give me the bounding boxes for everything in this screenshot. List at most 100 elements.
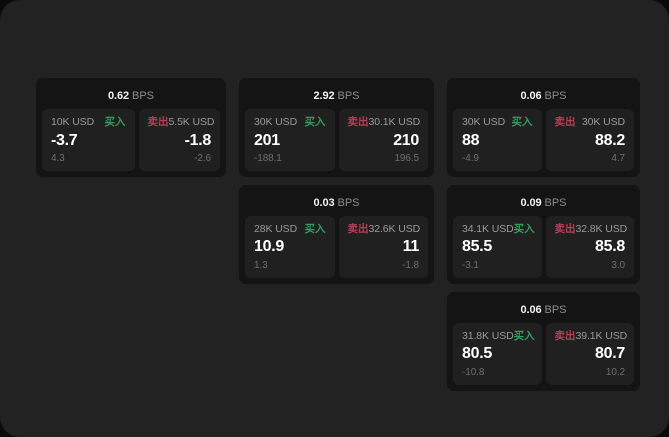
buy-size-label: 34.1K USD xyxy=(462,222,514,235)
sell-price: 88.2 xyxy=(595,131,625,149)
panel-header-row: 卖出 30K USD xyxy=(554,116,626,129)
sell-panel[interactable]: 卖出 32.8K USD 85.8 3.0 xyxy=(545,215,634,278)
panel-header-row: 31.8K USD 买入 xyxy=(462,329,535,343)
buy-side-tag: 买入 xyxy=(513,222,535,235)
buy-price: 201 xyxy=(254,131,280,149)
sell-panel[interactable]: 卖出 39.1K USD 80.7 10.2 xyxy=(545,322,634,385)
panel-row: 10K USD 买入 -3.7 4.3 卖出 5.5K USD -1.8 -2.6 xyxy=(42,109,220,171)
card-header: 0.06 BPS xyxy=(453,298,634,323)
sell-delta: 4.7 xyxy=(611,152,625,164)
spread-card[interactable]: 0.09 BPS 34.1K USD 买入 85.5 -3.1 卖出 32.8K USD 85.… xyxy=(447,184,640,284)
bps-unit-label: BPS xyxy=(544,196,567,209)
buy-price: -3.7 xyxy=(51,131,78,149)
sell-price: 85.8 xyxy=(595,238,625,256)
sell-side-tag: 卖出 xyxy=(554,329,576,342)
buy-delta: -188.1 xyxy=(254,152,282,164)
buy-size-label: 30K USD xyxy=(254,116,298,128)
spread-card-column: 0.06 BPS 30K USD 买入 88 -4.9 卖出 30K USD 88.2 4.7 0.… xyxy=(447,78,640,391)
sell-price: -1.8 xyxy=(184,131,212,149)
sell-panel[interactable]: 卖出 5.5K USD -1.8 -2.6 xyxy=(138,109,220,171)
sell-price: 11 xyxy=(402,238,420,256)
buy-size-label: 10K USD xyxy=(51,116,95,128)
bps-value: 0.06 xyxy=(520,90,542,102)
buy-panel[interactable]: 31.8K USD 买入 80.5 -10.8 xyxy=(453,322,542,385)
panel-header-row: 30K USD 买入 xyxy=(254,116,326,129)
spread-card[interactable]: 0.62 BPS 10K USD 买入 -3.7 4.3 卖出 5.5K USD -1.8 -2.… xyxy=(36,78,226,177)
bps-unit-label: BPS xyxy=(337,196,360,209)
buy-panel[interactable]: 28K USD 买入 10.9 1.3 xyxy=(245,215,335,278)
card-header: 2.92 BPS xyxy=(245,84,428,109)
bps-value: 0.03 xyxy=(313,196,335,209)
spread-card-column: 0.62 BPS 10K USD 买入 -3.7 4.3 卖出 5.5K USD -1.8 -2.… xyxy=(36,78,226,177)
buy-side-tag: 买入 xyxy=(513,329,535,342)
panel-header-row: 34.1K USD 买入 xyxy=(462,222,535,236)
sell-panel[interactable]: 卖出 30K USD 88.2 4.7 xyxy=(545,109,634,171)
sell-size-label: 30.1K USD xyxy=(368,116,421,128)
buy-delta: -3.1 xyxy=(462,259,479,271)
sell-side-tag: 卖出 xyxy=(554,222,576,235)
buy-panel[interactable]: 30K USD 买入 88 -4.9 xyxy=(453,109,542,171)
sell-size-label: 30K USD xyxy=(581,116,625,128)
card-header: 0.09 BPS xyxy=(453,191,634,216)
buy-delta: -4.9 xyxy=(462,152,479,164)
buy-size-label: 30K USD xyxy=(462,116,506,128)
spread-card[interactable]: 2.92 BPS 30K USD 买入 201 -188.1 卖出 30.1K USD 210 1… xyxy=(239,78,434,177)
sell-size-label: 32.6K USD xyxy=(368,222,421,235)
buy-size-label: 28K USD xyxy=(254,222,298,235)
sell-size-label: 5.5K USD xyxy=(168,116,215,128)
sell-size-label: 39.1K USD xyxy=(575,329,628,342)
bps-value: 2.92 xyxy=(313,90,335,102)
buy-delta: 1.3 xyxy=(254,259,268,271)
buy-side-tag: 买入 xyxy=(104,116,126,128)
buy-side-tag: 买入 xyxy=(511,116,533,128)
panel-row: 31.8K USD 买入 80.5 -10.8 卖出 39.1K USD 80.7 10.2 xyxy=(453,322,634,385)
buy-side-tag: 买入 xyxy=(304,116,326,128)
spread-card[interactable]: 0.03 BPS 28K USD 买入 10.9 1.3 卖出 32.6K USD 11 -1.8 xyxy=(239,184,434,284)
bps-value: 0.09 xyxy=(520,196,542,209)
buy-panel[interactable]: 10K USD 买入 -3.7 4.3 xyxy=(42,109,135,171)
panel-header-row: 卖出 5.5K USD xyxy=(148,116,215,129)
buy-delta: -10.8 xyxy=(462,366,485,378)
buy-price: 80.5 xyxy=(462,345,492,363)
sell-delta: 3.0 xyxy=(611,259,625,271)
panel-header-row: 30K USD 买入 xyxy=(462,116,533,129)
bps-unit-label: BPS xyxy=(544,303,567,316)
bps-unit-label: BPS xyxy=(132,90,155,102)
sell-side-tag: 卖出 xyxy=(347,222,369,235)
bps-unit-label: BPS xyxy=(544,90,567,102)
buy-price: 10.9 xyxy=(254,238,284,256)
panel-header-row: 卖出 32.8K USD xyxy=(554,222,628,236)
sell-price: 210 xyxy=(393,131,419,149)
card-header: 0.03 BPS xyxy=(245,191,428,216)
buy-price: 85.5 xyxy=(462,238,492,256)
panel-header-row: 卖出 30.1K USD xyxy=(347,116,421,129)
buy-panel[interactable]: 30K USD 买入 201 -188.1 xyxy=(245,109,335,171)
panel-header-row: 卖出 39.1K USD xyxy=(554,329,628,343)
panel-row: 28K USD 买入 10.9 1.3 卖出 32.6K USD 11 -1.8 xyxy=(245,215,428,278)
panel-header-row: 卖出 32.6K USD xyxy=(347,222,421,236)
spread-card[interactable]: 0.06 BPS 30K USD 买入 88 -4.9 卖出 30K USD 88.2 4.7 xyxy=(447,78,640,177)
bps-value: 0.06 xyxy=(520,303,542,316)
panel-row: 30K USD 买入 88 -4.9 卖出 30K USD 88.2 4.7 xyxy=(453,109,634,171)
sell-side-tag: 卖出 xyxy=(554,116,576,128)
buy-side-tag: 买入 xyxy=(304,222,326,235)
panel-row: 34.1K USD 买入 85.5 -3.1 卖出 32.8K USD 85.8 3.0 xyxy=(453,215,634,278)
sell-price: 80.7 xyxy=(595,345,625,363)
sell-delta: -2.6 xyxy=(194,152,211,164)
buy-price: 88 xyxy=(462,131,480,149)
sell-delta: -1.8 xyxy=(402,259,419,271)
buy-size-label: 31.8K USD xyxy=(462,329,514,342)
sell-panel[interactable]: 卖出 32.6K USD 11 -1.8 xyxy=(338,215,428,278)
buy-panel[interactable]: 34.1K USD 买入 85.5 -3.1 xyxy=(453,215,542,278)
sell-side-tag: 卖出 xyxy=(347,116,369,128)
spread-card-column: 2.92 BPS 30K USD 买入 201 -188.1 卖出 30.1K USD 210 1… xyxy=(239,78,434,284)
panel-header-row: 28K USD 买入 xyxy=(254,222,326,236)
panel-header-row: 10K USD 买入 xyxy=(51,116,126,129)
sell-panel[interactable]: 卖出 30.1K USD 210 196.5 xyxy=(338,109,428,171)
spread-card-grid: 0.62 BPS 10K USD 买入 -3.7 4.3 卖出 5.5K USD -1.8 -2.… xyxy=(36,78,640,391)
bps-value: 0.62 xyxy=(107,90,129,102)
sell-delta: 196.5 xyxy=(394,152,419,164)
sell-delta: 10.2 xyxy=(605,366,625,378)
spread-card[interactable]: 0.06 BPS 31.8K USD 买入 80.5 -10.8 卖出 39.1K USD 80… xyxy=(447,291,640,391)
